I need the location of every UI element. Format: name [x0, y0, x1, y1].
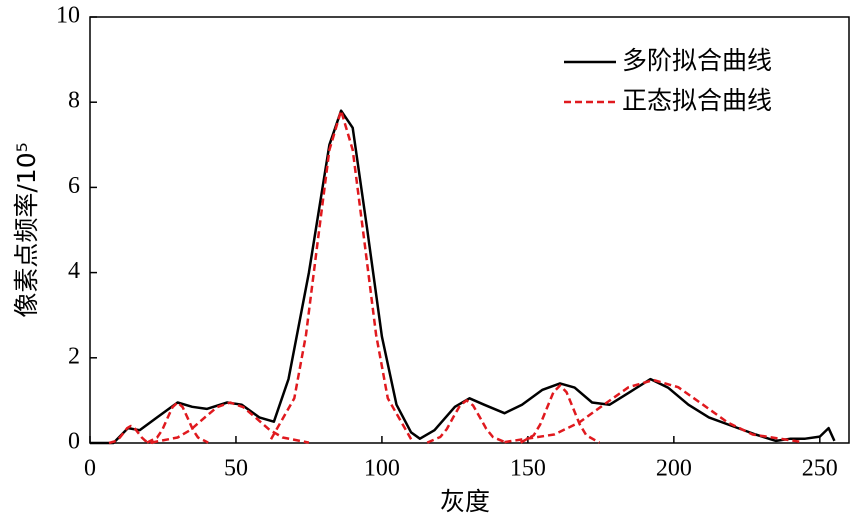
x-tick-label: 150: [510, 456, 546, 482]
x-tick-label: 50: [224, 456, 248, 482]
series-line: [151, 401, 310, 444]
y-tick-label: 2: [68, 343, 80, 369]
y-axis-label: 像素点频率/10⁵: [12, 142, 41, 317]
y-tick-label: 8: [68, 88, 80, 114]
x-tick-label: 200: [656, 456, 692, 482]
legend-label: 多阶拟合曲线: [622, 46, 772, 75]
x-tick-label: 100: [364, 456, 400, 482]
x-axis-label: 灰度: [440, 487, 490, 516]
series-line: [519, 384, 601, 444]
y-tick-label: 4: [68, 258, 80, 284]
series-line: [426, 399, 507, 444]
x-tick-label: 250: [802, 456, 838, 482]
y-tick-label: 6: [68, 173, 80, 199]
plot-frame: [89, 16, 850, 444]
series-line: [90, 109, 836, 445]
series-line: [504, 378, 803, 444]
y-tick-label: 0: [68, 429, 80, 455]
legend-label: 正态拟合曲线: [622, 86, 772, 115]
series-line: [108, 424, 154, 445]
x-tick-label: 0: [84, 456, 96, 482]
y-tick-label: 10: [56, 3, 80, 29]
series-line: [146, 401, 209, 444]
series-line: [269, 109, 413, 440]
